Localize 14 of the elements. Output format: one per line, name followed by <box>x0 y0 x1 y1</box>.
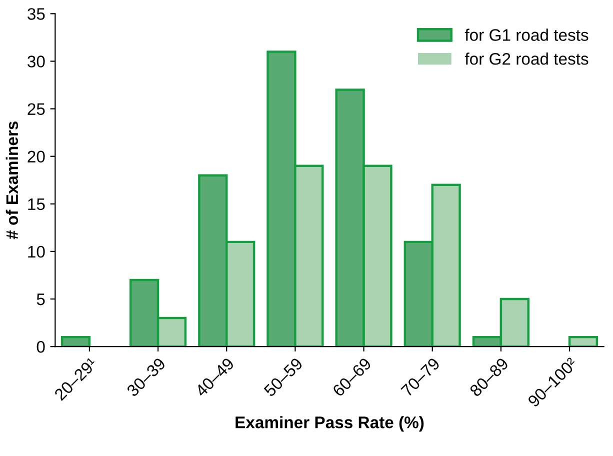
y-tick-label: 25 <box>28 103 45 115</box>
y-axis-title: # of Examiners <box>6 122 18 240</box>
bar <box>568 336 598 347</box>
legend-label: for G1 road tests <box>464 28 588 41</box>
bar <box>60 336 91 347</box>
legend-label: for G2 road tests <box>464 52 588 65</box>
y-tick-label: 5 <box>36 294 45 306</box>
y-tick-label: 35 <box>28 8 45 20</box>
x-axis-title: Examiner Pass Rate (%) <box>236 416 424 432</box>
y-tick-label: 15 <box>28 198 45 210</box>
y-tick-label: 10 <box>28 246 45 258</box>
y-tick-label: 30 <box>28 56 45 68</box>
y-tick-label: 0 <box>36 340 45 353</box>
y-tick-label: 20 <box>28 150 45 163</box>
